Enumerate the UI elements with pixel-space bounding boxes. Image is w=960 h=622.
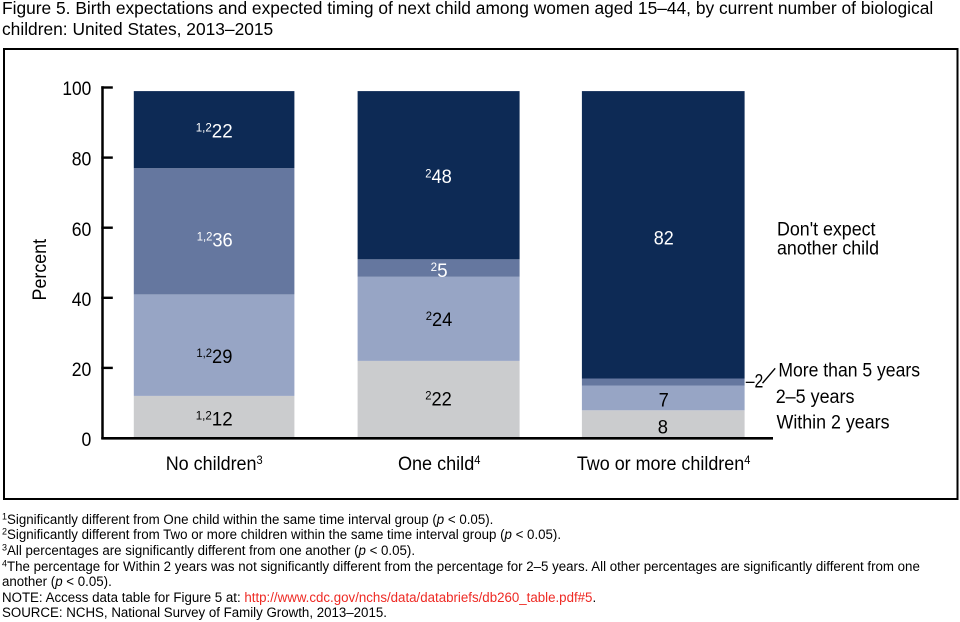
svg-text:Percent: Percent — [30, 238, 51, 300]
svg-text:224: 224 — [426, 310, 453, 331]
svg-text:8: 8 — [658, 417, 668, 438]
svg-text:Within 2 years: Within 2 years — [777, 413, 890, 434]
svg-text:60: 60 — [72, 220, 92, 241]
svg-text:248: 248 — [425, 167, 452, 188]
svg-text:25: 25 — [431, 261, 448, 282]
svg-text:One child4: One child4 — [398, 454, 481, 475]
svg-text:100: 100 — [62, 79, 91, 100]
svg-text:40: 40 — [72, 290, 92, 311]
svg-text:7: 7 — [659, 391, 669, 412]
svg-text:1,222: 1,222 — [196, 121, 233, 142]
svg-text:80: 80 — [72, 150, 92, 171]
svg-text:0: 0 — [82, 430, 92, 451]
svg-text:1,236: 1,236 — [197, 230, 233, 251]
svg-text:1,212: 1,212 — [196, 410, 233, 431]
svg-text:Two or more children4: Two or more children4 — [577, 454, 751, 475]
svg-text:More than 5 years: More than 5 years — [778, 361, 920, 382]
svg-text:Don't expect: Don't expect — [777, 220, 876, 241]
svg-text:20: 20 — [72, 360, 92, 381]
svg-text:222: 222 — [425, 390, 452, 411]
svg-text:–2: –2 — [746, 372, 764, 393]
svg-text:No children3: No children3 — [166, 454, 263, 475]
svg-text:82: 82 — [654, 229, 674, 250]
svg-text:2–5 years: 2–5 years — [776, 387, 855, 408]
svg-text:1,229: 1,229 — [196, 347, 232, 368]
svg-text:another child: another child — [777, 238, 879, 259]
